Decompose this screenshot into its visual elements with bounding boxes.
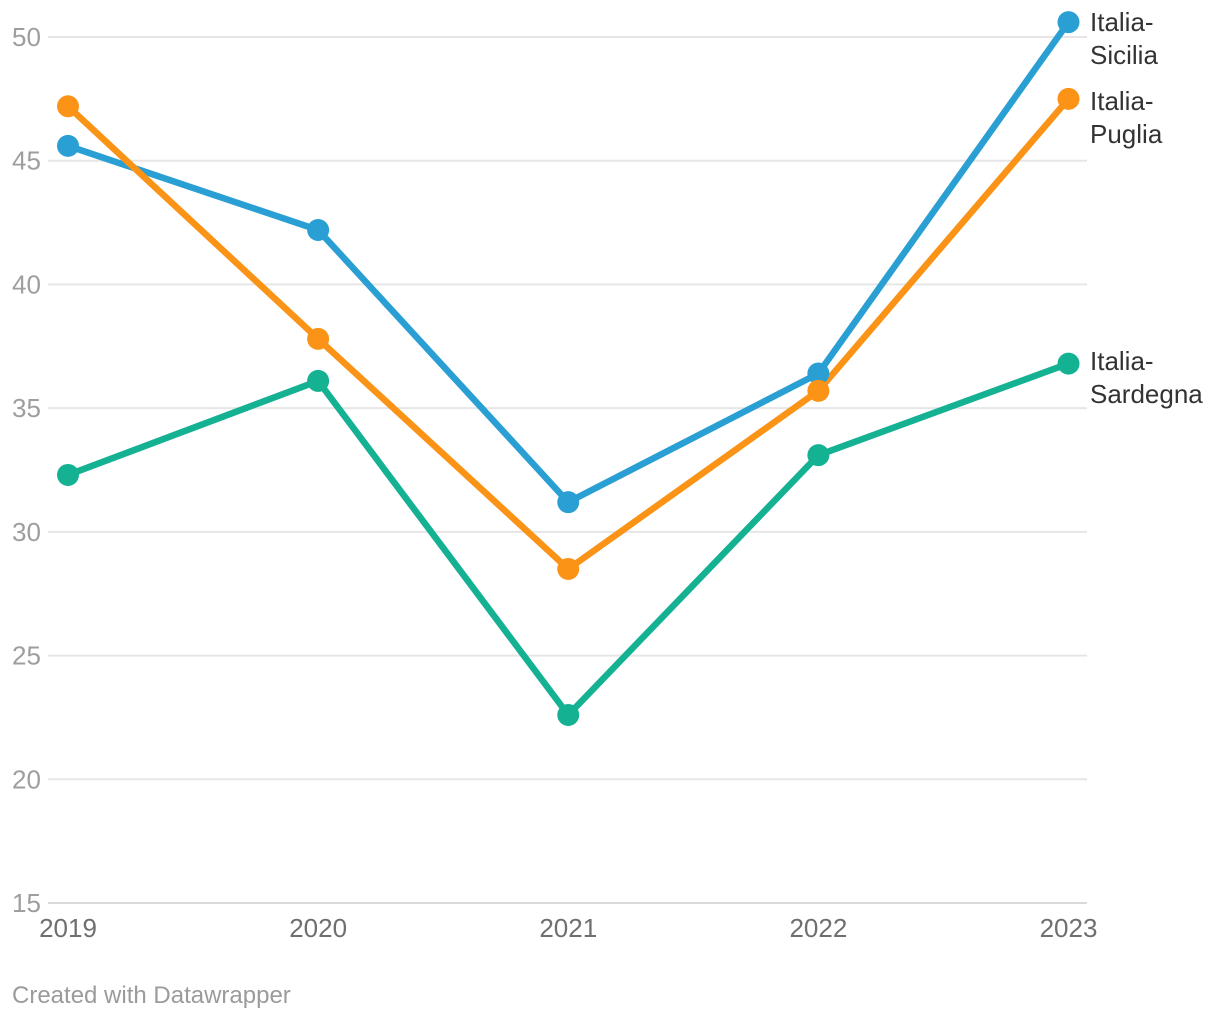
series-point-italia-sardegna [807,444,830,467]
y-tick-label: 20 [12,764,41,794]
series-point-italia-sicilia [557,491,580,514]
series-point-italia-puglia [307,327,330,350]
series-point-italia-sardegna [307,369,330,392]
y-tick-label: 35 [12,393,41,423]
y-tick-label: 45 [12,146,41,176]
series-point-italia-sardegna [557,703,580,726]
y-tick-label: 30 [12,517,41,547]
series-label-line: Italia- [1090,345,1154,376]
series-point-italia-sicilia [807,362,830,385]
y-tick-label: 50 [12,22,41,52]
series-point-italia-puglia [1057,87,1080,110]
x-tick-label: 2022 [789,913,847,943]
y-tick-label: 40 [12,269,41,299]
series-label-line: Sardegna [1090,378,1203,409]
y-tick-label: 25 [12,641,41,671]
series-label-italia-puglia: Italia- Puglia [1090,85,1162,151]
series-point-italia-sicilia [1057,11,1080,34]
series-point-italia-sardegna [1057,352,1080,375]
x-tick-label: 2019 [39,913,97,943]
series-label-line: Italia- [1090,7,1154,38]
series-line-italia-sardegna [64,360,1072,719]
series-label-line: Sicilia [1090,40,1158,71]
x-tick-label: 2020 [289,913,347,943]
datawrapper-credit: Created with Datawrapper [12,982,291,1009]
series-label-italia-sardegna: Italia- Sardegna [1090,345,1203,411]
series-point-italia-puglia [57,95,79,118]
series-point-italia-puglia [557,557,580,580]
series-label-line: Puglia [1090,118,1163,149]
series-label-italia-sicilia: Italia- Sicilia [1090,6,1158,72]
series-point-italia-puglia [807,379,830,402]
series-point-italia-sicilia [307,218,330,241]
y-tick-label: 15 [12,888,41,918]
x-tick-label: 2021 [539,913,597,943]
series-point-italia-sardegna [57,463,79,486]
series-line-italia-sicilia [64,18,1072,506]
series-point-italia-sicilia [57,134,79,157]
series-label-line: Italia- [1090,85,1154,116]
x-tick-label: 2023 [1040,913,1098,943]
